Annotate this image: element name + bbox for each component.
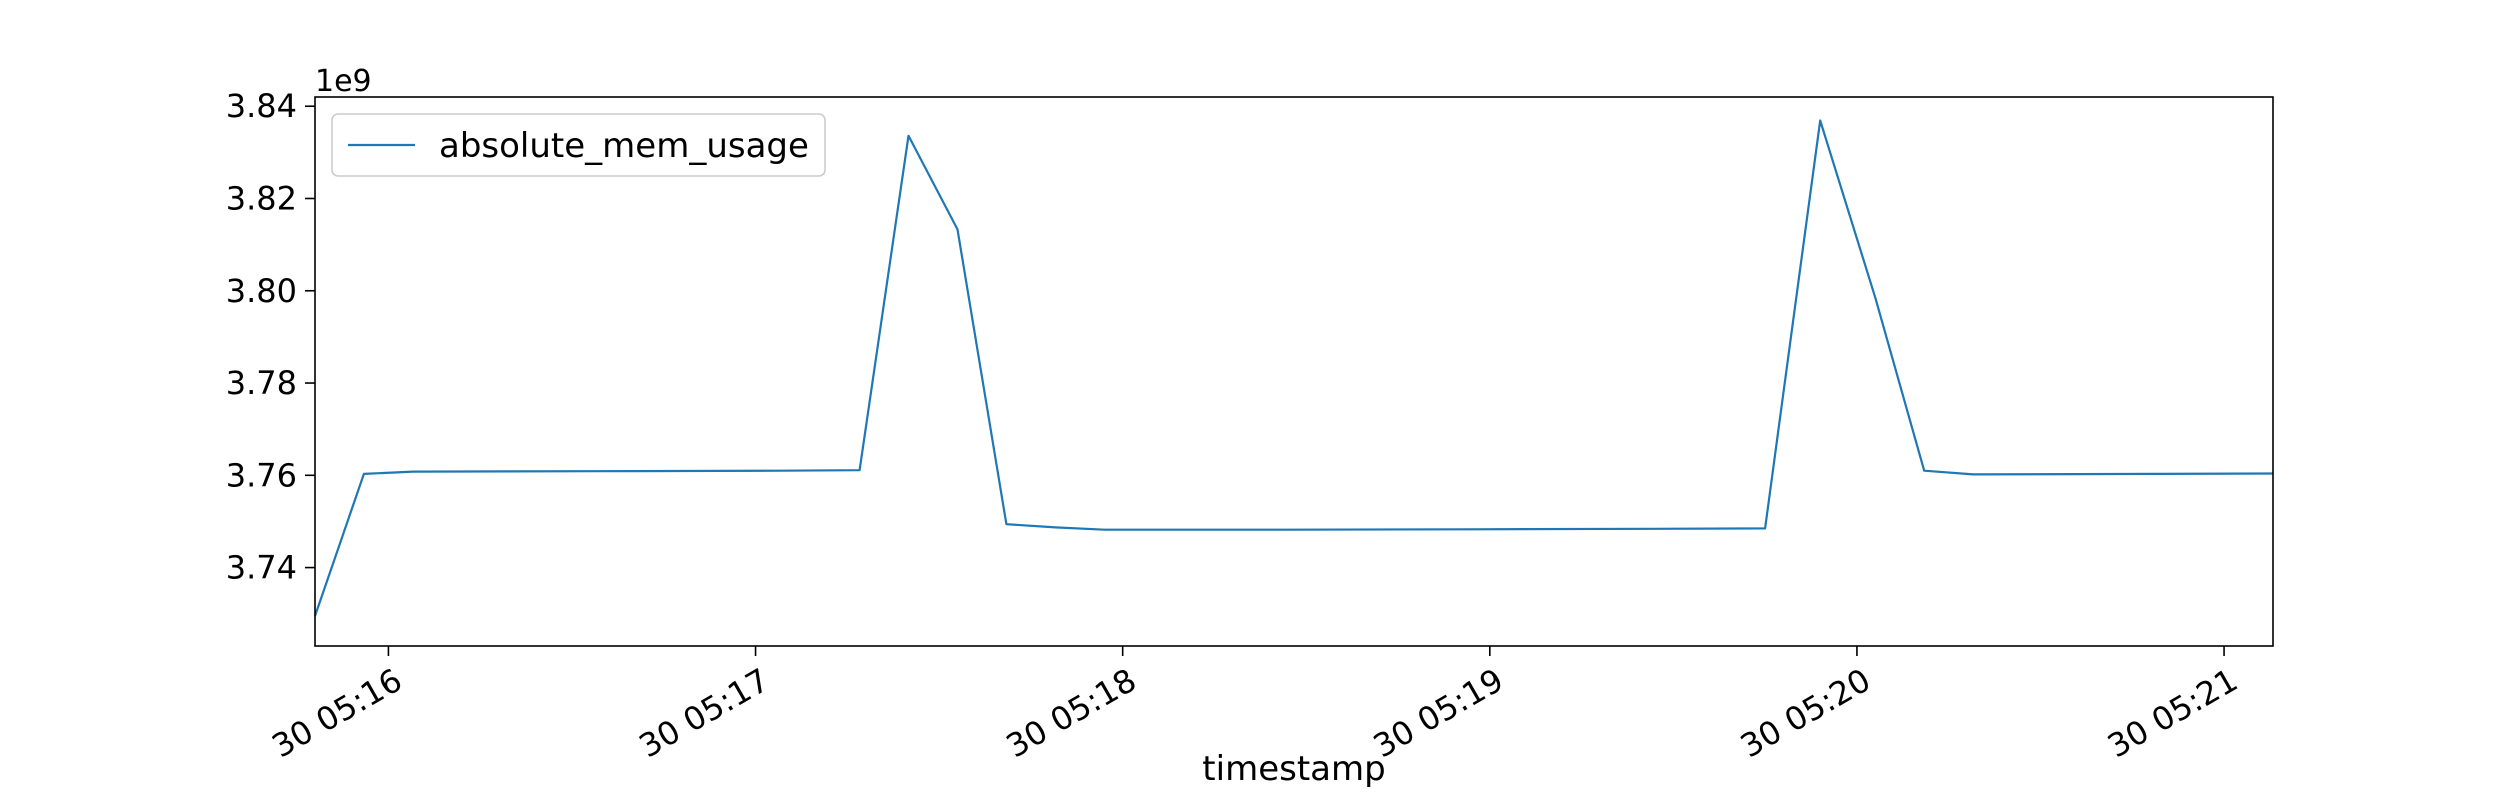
y-tick-label: 3.82 [226,179,297,217]
legend: absolute_mem_usage [331,113,826,177]
y-tick-label: 3.78 [226,364,297,402]
series-layer [313,119,2274,617]
legend-entry-label: absolute_mem_usage [439,126,809,166]
legend-box [331,113,826,177]
y-tick-label: 3.84 [226,87,297,125]
series-line-absolute-mem-usage [313,119,2274,617]
y-tick-label: 3.74 [226,549,297,587]
y-tick-label: 3.80 [226,272,297,310]
plot-frame [314,96,2274,647]
y-axis: 3.74 3.76 3.78 3.80 3.82 3.84 [226,87,315,587]
x-axis-label: timestamp [1202,749,1385,789]
plot-area [315,97,2273,646]
y-tick-label: 3.76 [226,456,297,494]
y-axis-offset-label: 1e9 [315,64,372,99]
